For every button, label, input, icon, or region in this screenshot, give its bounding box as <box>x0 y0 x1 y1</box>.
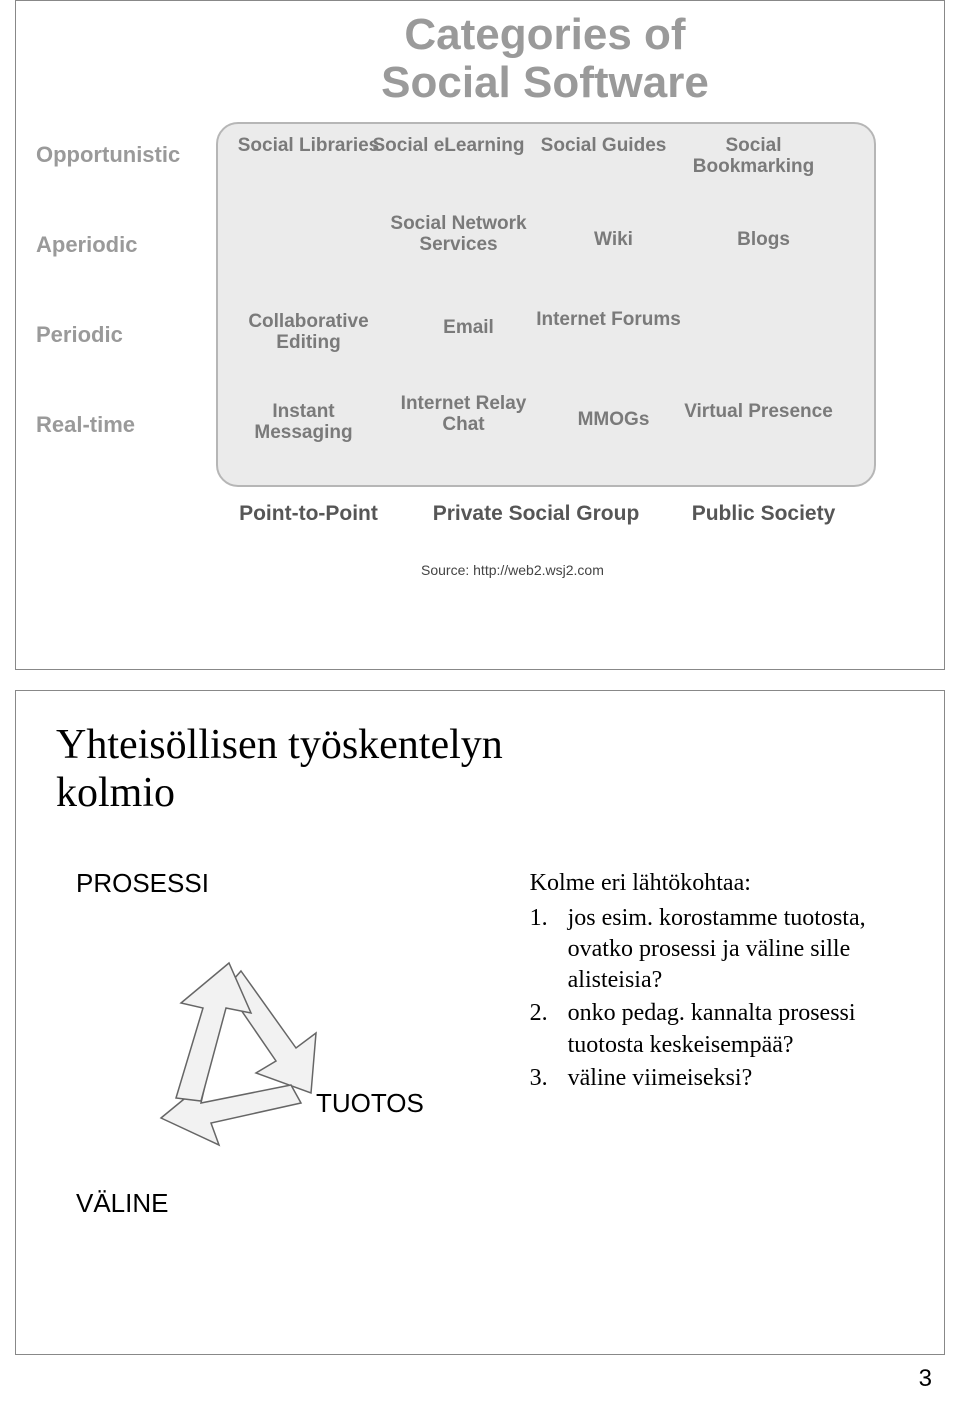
title-line1: Categories of <box>404 10 685 59</box>
row-label: Aperiodic <box>36 232 211 258</box>
grid-cell: Instant Messaging <box>226 402 381 444</box>
row-label: Real-time <box>36 412 211 438</box>
list-item-text: väline viimeiseksi? <box>568 1063 753 1094</box>
vertex-left: VÄLINE <box>76 1188 169 1219</box>
row-label: Periodic <box>36 322 211 348</box>
grid-cell: Virtual Presence <box>681 402 836 423</box>
slide1-title: Categories of Social Software <box>166 11 924 108</box>
grid-cell: Wiki <box>536 230 691 251</box>
col-label: Private Social Group <box>426 502 646 525</box>
slide2-text: Kolme eri lähtökohtaa: 1.jos esim. koros… <box>530 868 904 1096</box>
grid-cell: Social Network Services <box>381 214 536 256</box>
triangle-arrows-icon <box>141 953 341 1153</box>
grid-cell: MMOGs <box>536 410 691 431</box>
grid-cell: Collaborative Editing <box>231 312 386 354</box>
title-line2: kolmio <box>56 770 175 816</box>
grid-cell: Social Libraries <box>231 136 386 157</box>
slide-kolmio: Yhteisöllisen työskentelyn kolmio PROSES… <box>15 690 945 1355</box>
col-label: Point-to-Point <box>221 502 396 525</box>
list-item: 1.jos esim. korostamme tuotosta, ovatko … <box>530 903 904 997</box>
row-label: Opportunistic <box>36 142 211 168</box>
col-label: Public Society <box>676 502 851 525</box>
list-item-text: jos esim. korostamme tuotosta, ovatko pr… <box>568 903 904 997</box>
grid-cell: Social Guides <box>526 136 681 157</box>
right-intro: Kolme eri lähtökohtaa: <box>530 868 904 899</box>
vertex-top: PROSESSI <box>76 868 209 899</box>
grid-cell: Social eLearning <box>371 136 526 157</box>
slide2-title: Yhteisöllisen työskentelyn kolmio <box>56 721 904 818</box>
grid-cell: Internet Relay Chat <box>386 394 541 436</box>
grid-cell: Email <box>391 318 546 339</box>
slide-categories: Categories of Social Software Opportunis… <box>15 0 945 670</box>
slide2-body: PROSESSI TUOTOS VÄLINE Kolme eri lähtöko… <box>56 868 904 1096</box>
list-item-number: 3. <box>530 1063 552 1094</box>
list-item: 3. väline viimeiseksi? <box>530 1063 904 1094</box>
list-item-number: 1. <box>530 903 552 997</box>
page-number: 3 <box>919 1365 932 1393</box>
grid-cell: Internet Forums <box>531 310 686 331</box>
grid-cell: Blogs <box>686 230 841 251</box>
list-item: 2. onko pedag. kannalta prosessi tuotosta… <box>530 998 904 1060</box>
source-label: Source: http://web2.wsj2.com <box>421 562 604 578</box>
triangle-diagram: PROSESSI TUOTOS VÄLINE <box>56 868 480 1096</box>
categories-grid: Opportunistic Aperiodic Periodic Real-time P… <box>36 122 916 602</box>
list-item-number: 2. <box>530 998 552 1060</box>
list-item-text: onko pedag. kannalta prosessi tuotosta k… <box>568 998 904 1060</box>
title-line1: Yhteisöllisen työskentelyn <box>56 722 503 768</box>
grid-cell: Social Bookmarking <box>676 136 831 178</box>
title-line2: Social Software <box>381 58 709 107</box>
